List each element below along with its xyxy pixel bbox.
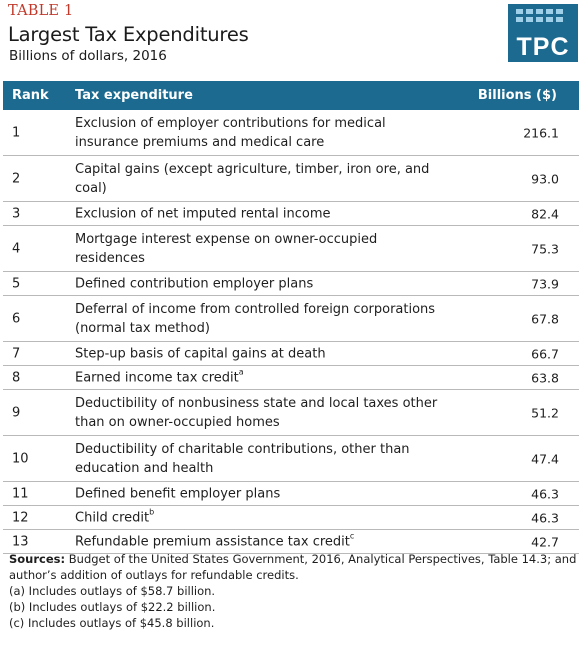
rank-cell: 7: [12, 346, 21, 361]
footnote-b: (b) Includes outlays of $22.2 billion.: [9, 600, 216, 614]
expenditure-cell: Mortgage interest expense on owner-occup…: [75, 230, 465, 268]
column-header-value: Billions ($): [477, 88, 557, 103]
rank-cell: 13: [12, 534, 29, 549]
table-row: 6 Deferral of income from controlled fore…: [3, 296, 579, 342]
logo-grid-icon: [516, 9, 563, 22]
table-row: 12 Child creditb 46.3: [3, 506, 579, 530]
table-row: 8 Earned income tax credita 63.8: [3, 366, 579, 390]
column-header-rank: Rank: [12, 88, 49, 103]
footnote-c: (c) Includes outlays of $45.8 billion.: [9, 616, 215, 630]
expenditure-line1: Deferral of income from controlled forei…: [75, 301, 436, 317]
rank-cell: 8: [12, 370, 21, 385]
rank-cell: 6: [12, 311, 21, 326]
table-row: 2 Capital gains (except agriculture, timb…: [3, 156, 579, 202]
expenditure-line1: Step-up basis of capital gains at death: [75, 346, 326, 361]
value-cell: 47.4: [531, 451, 559, 466]
expenditure-line2: than on owner-occupied homes: [75, 414, 280, 430]
rank-cell: 3: [12, 206, 21, 221]
value-cell: 75.3: [531, 241, 559, 256]
column-header-expenditure: Tax expenditure: [75, 88, 193, 103]
expenditure-line2: education and health: [75, 460, 214, 476]
expenditure-line1: Defined contribution employer plans: [75, 276, 314, 291]
value-cell: 63.8: [531, 370, 559, 385]
tpc-logo: TPC: [508, 4, 578, 62]
value-cell: 46.3: [531, 510, 559, 525]
value-cell: 66.7: [531, 346, 559, 361]
rank-cell: 5: [12, 276, 21, 291]
value-cell: 216.1: [523, 125, 559, 140]
value-cell: 73.9: [531, 276, 559, 291]
table-row: 10 Deductibility of charitable contributi…: [3, 436, 579, 482]
expenditure-cell: Exclusion of net imputed rental income: [75, 204, 465, 223]
rank-cell: 4: [12, 241, 21, 256]
table-title: Largest Tax Expenditures: [8, 23, 249, 46]
table-row: 3 Exclusion of net imputed rental income 8…: [3, 202, 579, 226]
table-row: 11 Defined benefit employer plans 46.3: [3, 482, 579, 506]
expenditure-cell: Step-up basis of capital gains at death: [75, 344, 465, 363]
sources-line: Sources: Budget of the United States Gov…: [9, 551, 579, 583]
value-cell: 93.0: [531, 171, 559, 186]
expenditure-line1: Capital gains (except agriculture, timbe…: [75, 161, 430, 177]
rank-cell: 2: [12, 171, 21, 186]
sources-text: Budget of the United States Government, …: [9, 552, 577, 582]
table-row: 13 Refundable premium assistance tax cred…: [3, 530, 579, 554]
rank-cell: 9: [12, 405, 21, 420]
footnote-marker: a: [238, 367, 244, 377]
footnote-marker: c: [349, 531, 355, 541]
logo-text: TPC: [516, 33, 570, 61]
value-cell: 51.2: [531, 405, 559, 420]
table-row: 5 Defined contribution employer plans 73.9: [3, 272, 579, 296]
expenditure-line1: Mortgage interest expense on owner-occup…: [75, 231, 378, 247]
expenditure-line1: Earned income tax credit: [75, 370, 239, 385]
rank-cell: 12: [12, 510, 29, 525]
rank-cell: 11: [12, 486, 29, 501]
rank-cell: 10: [12, 451, 29, 466]
expenditure-line2: residences: [75, 250, 145, 266]
expenditure-cell: Refundable premium assistance tax credit…: [75, 532, 465, 551]
expenditure-cell: Child creditb: [75, 508, 465, 527]
expenditure-line1: Child credit: [75, 510, 150, 525]
value-cell: 82.4: [531, 206, 559, 221]
rank-cell: 1: [12, 125, 21, 140]
footnote-marker: b: [149, 507, 155, 517]
expenditure-line2: insurance premiums and medical care: [75, 134, 325, 150]
table-row: 7 Step-up basis of capital gains at death…: [3, 342, 579, 366]
table-subtitle: Billions of dollars, 2016: [9, 48, 167, 64]
footnote-a: (a) Includes outlays of $58.7 billion.: [9, 584, 216, 598]
expenditure-line1: Deductibility of charitable contribution…: [75, 441, 410, 457]
expenditure-line1: Exclusion of employer contributions for …: [75, 115, 386, 131]
expenditure-line2: (normal tax method): [75, 320, 210, 336]
table-row: 4 Mortgage interest expense on owner-occu…: [3, 226, 579, 272]
expenditure-cell: Exclusion of employer contributions for …: [75, 114, 465, 152]
sources-label: Sources:: [9, 552, 66, 566]
table-row: 9 Deductibility of nonbusiness state and …: [3, 390, 579, 436]
value-cell: 67.8: [531, 311, 559, 326]
expenditure-line1: Exclusion of net imputed rental income: [75, 206, 331, 221]
expenditure-cell: Deferral of income from controlled forei…: [75, 300, 465, 338]
expenditure-line1: Defined benefit employer plans: [75, 486, 281, 501]
table-header: Rank Tax expenditure Billions ($): [3, 81, 579, 110]
value-cell: 46.3: [531, 486, 559, 501]
table-body: 1 Exclusion of employer contributions for…: [3, 110, 579, 554]
table-row: 1 Exclusion of employer contributions for…: [3, 110, 579, 156]
expenditure-cell: Earned income tax credita: [75, 368, 465, 387]
expenditure-cell: Deductibility of charitable contribution…: [75, 440, 465, 478]
table-number-label: TABLE 1: [8, 3, 74, 19]
value-cell: 42.7: [531, 534, 559, 549]
expenditure-cell: Deductibility of nonbusiness state and l…: [75, 394, 465, 432]
expenditure-cell: Defined benefit employer plans: [75, 484, 465, 503]
expenditure-line2: coal): [75, 180, 107, 196]
expenditure-line1: Refundable premium assistance tax credit: [75, 534, 350, 549]
expenditure-cell: Capital gains (except agriculture, timbe…: [75, 160, 465, 198]
expenditure-line1: Deductibility of nonbusiness state and l…: [75, 395, 438, 411]
expenditure-cell: Defined contribution employer plans: [75, 274, 465, 293]
sources-note: Sources: Budget of the United States Gov…: [9, 551, 579, 631]
